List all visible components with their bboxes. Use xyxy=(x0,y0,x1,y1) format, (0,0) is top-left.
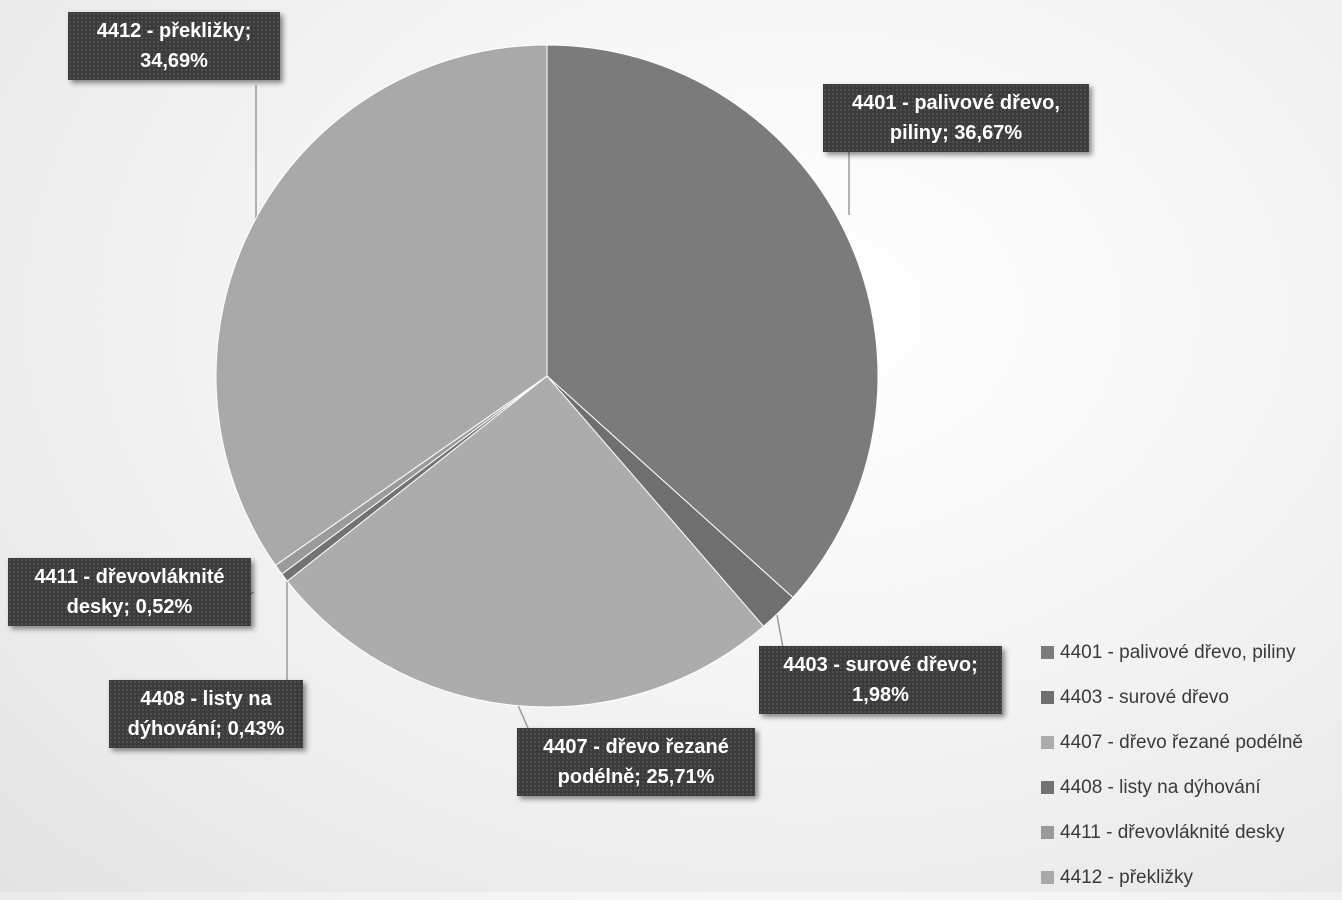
leader-line-4403 xyxy=(776,614,784,649)
legend-item-4407: 4407 - dřevo řezané podélně xyxy=(1041,720,1341,765)
legend-swatch xyxy=(1041,781,1054,794)
legend: 4401 - palivové dřevo, piliny 4403 - sur… xyxy=(1041,630,1341,900)
data-label-4401: 4401 - palivové dřevo, piliny; 36,67% xyxy=(823,84,1089,152)
data-label-4412: 4412 - překližky; 34,69% xyxy=(68,12,280,80)
legend-label: 4411 - dřevovláknité desky xyxy=(1060,821,1285,843)
legend-label: 4408 - listy na dýhování xyxy=(1060,776,1261,798)
legend-label: 4401 - palivové dřevo, piliny xyxy=(1060,641,1296,663)
leader-lines xyxy=(249,85,850,729)
legend-item-4401: 4401 - palivové dřevo, piliny xyxy=(1041,630,1341,675)
legend-item-4411: 4411 - dřevovláknité desky xyxy=(1041,810,1341,855)
legend-swatch xyxy=(1041,691,1054,704)
legend-swatch xyxy=(1041,736,1054,749)
data-label-4403: 4403 - surové dřevo; 1,98% xyxy=(759,646,1002,714)
legend-item-4408: 4408 - listy na dýhování xyxy=(1041,765,1341,810)
legend-label: 4407 - dřevo řezané podélně xyxy=(1060,731,1303,753)
legend-item-4412: 4412 - překližky xyxy=(1041,855,1341,900)
data-label-4408: 4408 - listy na dýhování; 0,43% xyxy=(109,680,303,748)
leader-line-4407 xyxy=(516,702,529,729)
pie-slices xyxy=(215,44,879,708)
data-label-4407: 4407 - dřevo řezané podélně; 25,71% xyxy=(517,728,755,796)
data-label-4411: 4411 - dřevovláknité desky; 0,52% xyxy=(8,558,251,626)
legend-label: 4403 - surové dřevo xyxy=(1060,686,1229,708)
legend-swatch xyxy=(1041,826,1054,839)
legend-swatch xyxy=(1041,646,1054,659)
legend-swatch xyxy=(1041,871,1054,884)
legend-item-4403: 4403 - surové dřevo xyxy=(1041,675,1341,720)
pie-slice-4412 xyxy=(215,44,548,567)
pie-slice-4407 xyxy=(286,375,765,708)
pie-slice-4401 xyxy=(546,44,879,599)
legend-label: 4412 - překližky xyxy=(1060,866,1194,888)
